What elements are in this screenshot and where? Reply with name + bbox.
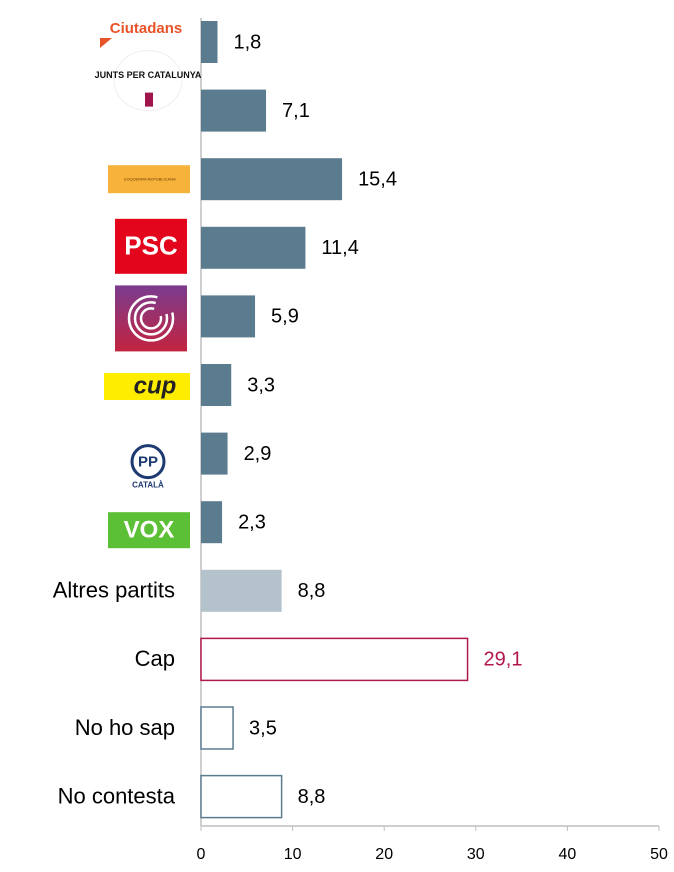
logo-text: Ciutadans (110, 20, 183, 37)
bar (201, 432, 228, 475)
logo-shape (100, 38, 112, 48)
logo-shape (130, 444, 166, 480)
value-label: 3,3 (247, 374, 275, 396)
logo-shape (108, 165, 190, 194)
value-label: 29,1 (484, 649, 523, 671)
logo-shape (133, 301, 169, 336)
logo-shape (127, 295, 175, 342)
logo-text: PSC (124, 231, 178, 261)
logo-shape (104, 373, 190, 400)
value-label: 1,8 (233, 31, 261, 53)
logo-shape (115, 218, 187, 274)
logo-shape (108, 512, 190, 549)
bar (201, 158, 343, 201)
value-label: 3,5 (249, 717, 277, 739)
bar (201, 569, 282, 612)
category-label: Cap (135, 646, 175, 671)
logo-text: CATALÀ (132, 481, 164, 490)
x-tick-label: 10 (284, 846, 302, 863)
bar (201, 295, 256, 338)
bar (200, 706, 234, 750)
logo-text: PP (138, 454, 158, 471)
value-label: 8,8 (298, 580, 326, 602)
logo-text: VOX (124, 517, 175, 544)
x-tick-label: 0 (197, 846, 206, 863)
logo-text: ESQUERRA REPUBLICANA (124, 176, 176, 181)
bar (200, 774, 283, 819)
x-tick-label: 40 (559, 846, 577, 863)
value-label: 15,4 (358, 168, 397, 190)
logo-shape (113, 50, 183, 112)
value-label: 2,9 (244, 443, 272, 465)
category-label: No ho sap (75, 715, 175, 740)
bar (200, 637, 469, 682)
bar (201, 89, 267, 132)
logo-text: JUNTS PER CATALUNYA (95, 70, 202, 80)
value-label: 5,9 (271, 306, 299, 328)
category-label: No contesta (58, 783, 176, 808)
logo-shape (139, 307, 163, 330)
value-label: 8,8 (298, 786, 326, 808)
logo-shape (145, 92, 153, 107)
bar (201, 501, 223, 544)
x-tick-label: 50 (650, 846, 668, 863)
x-tick-label: 30 (467, 846, 485, 863)
category-label: Altres partits (53, 578, 175, 603)
logo-text: cup (134, 372, 177, 399)
x-tick-label: 20 (375, 846, 393, 863)
value-label: 2,3 (238, 511, 266, 533)
value-label: 7,1 (282, 100, 310, 122)
bar (201, 364, 232, 406)
bar (201, 226, 306, 269)
value-label: 11,4 (321, 237, 358, 259)
bar (201, 21, 218, 63)
